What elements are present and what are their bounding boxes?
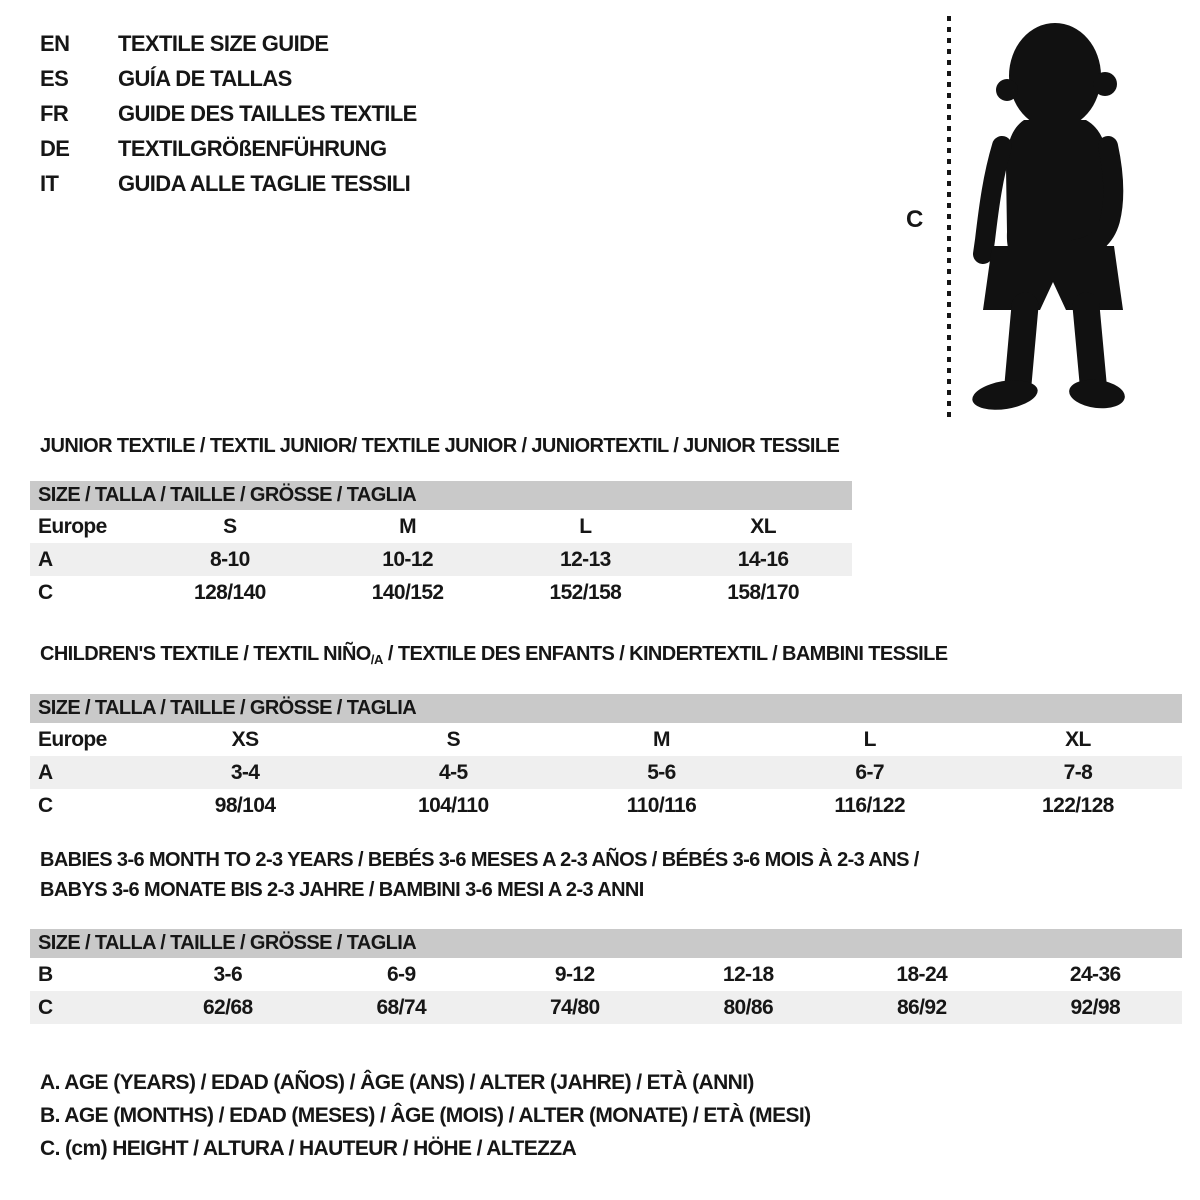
lang-row-it: IT GUIDA ALLE TAGLIE TESSILI	[40, 166, 417, 201]
size-cell: 104/110	[418, 793, 489, 817]
size-header-bar: SIZE / TALLA / TAILLE / GRÖSSE / TAGLIA	[30, 929, 1182, 958]
babies-size-table: SIZE / TALLA / TAILLE / GRÖSSE / TAGLIA …	[30, 929, 1182, 1024]
size-cell: 98/104	[214, 793, 276, 817]
size-cell: 68/74	[376, 995, 427, 1019]
lang-title: GUIDA ALLE TAGLIE TESSILI	[118, 170, 411, 196]
height-measure-dashed-line	[947, 16, 951, 418]
measurement-legend: A. AGE (YEARS) / EDAD (AÑOS) / ÂGE (ANS)…	[40, 1066, 811, 1165]
lang-code: ES	[40, 65, 69, 91]
lang-code: DE	[40, 135, 70, 161]
junior-size-table: SIZE / TALLA / TAILLE / GRÖSSE / TAGLIA …	[30, 481, 852, 609]
size-cell: 86/92	[896, 995, 947, 1019]
size-header-bar: SIZE / TALLA / TAILLE / GRÖSSE / TAGLIA	[30, 481, 852, 510]
size-cell: 80/86	[723, 995, 774, 1019]
legend-line-c: C. (cm) HEIGHT / ALTURA / HAUTEUR / HÖHE…	[40, 1137, 577, 1160]
size-cell: 12-13	[560, 547, 611, 571]
size-cell: 62/68	[202, 995, 253, 1019]
size-cell: L	[579, 514, 592, 538]
lang-title: GUÍA DE TALLAS	[118, 65, 292, 91]
table-row: C 128/140 140/152 152/158 158/170	[30, 576, 852, 609]
table-row: Europe XS S M L XL	[30, 723, 1182, 756]
size-cell: 10-12	[382, 547, 433, 571]
size-cell: XS	[231, 727, 259, 751]
size-cell: 4-5	[439, 760, 468, 784]
size-cell: 9-12	[554, 962, 595, 986]
row-label: Europe	[38, 727, 107, 751]
size-cell: 3-6	[213, 962, 243, 986]
row-label: C	[38, 995, 53, 1019]
size-cell: S	[223, 514, 237, 538]
size-cell: 92/98	[1070, 995, 1121, 1019]
toddler-silhouette-icon	[972, 23, 1125, 410]
lang-code: EN	[40, 30, 70, 56]
size-cell: XL	[1065, 727, 1091, 751]
table-row: C 62/68 68/74 74/80 80/86 86/92 92/98	[30, 991, 1182, 1024]
size-cell: 7-8	[1063, 760, 1093, 784]
size-cell: 14-16	[737, 547, 789, 571]
lang-code: FR	[40, 100, 69, 126]
nino-a-subscript: /A	[370, 652, 384, 667]
size-cell: 18-24	[896, 962, 948, 986]
size-cell: 140/152	[371, 580, 444, 604]
lang-code: IT	[40, 170, 59, 196]
legend-line-a: A. AGE (YEARS) / EDAD (AÑOS) / ÂGE (ANS)…	[40, 1071, 754, 1094]
children-section-heading: CHILDREN'S TEXTILE / TEXTIL NIÑO/A / TEX…	[40, 643, 948, 667]
size-cell: 6-9	[386, 962, 416, 986]
table-row: A 3-4 4-5 5-6 6-7 7-8	[30, 756, 1182, 789]
row-label: Europe	[38, 514, 107, 538]
size-cell: M	[653, 727, 671, 751]
lang-title: TEXTILGRÖßENFÜHRUNG	[118, 135, 387, 161]
row-label: A	[38, 547, 53, 571]
height-measure-label: C	[906, 206, 923, 233]
lang-row-fr: FR GUIDE DES TAILLES TEXTILE	[40, 96, 417, 131]
size-cell: 158/170	[727, 580, 799, 604]
size-cell: M	[399, 514, 417, 538]
size-cell: 122/128	[1042, 793, 1114, 817]
size-cell: 152/158	[549, 580, 622, 604]
language-title-list: EN TEXTILE SIZE GUIDE ES GUÍA DE TALLAS …	[40, 26, 417, 201]
size-cell: 8-10	[210, 547, 250, 571]
legend-line-b: B. AGE (MONTHS) / EDAD (MESES) / ÂGE (MO…	[40, 1104, 811, 1127]
lang-title: GUIDE DES TAILLES TEXTILE	[118, 100, 417, 126]
table-row: A 8-10 10-12 12-13 14-16	[30, 543, 852, 576]
size-cell: 128/140	[194, 580, 266, 604]
row-label: C	[38, 580, 53, 604]
table-row: C 98/104 104/110 110/116 116/122 122/128	[30, 789, 1182, 822]
size-cell: 74/80	[549, 995, 600, 1019]
size-cell: 5-6	[647, 760, 676, 784]
size-cell: 24-36	[1069, 962, 1121, 986]
table-row: B 3-6 6-9 9-12 12-18 18-24 24-36	[30, 958, 1182, 991]
children-size-table: SIZE / TALLA / TAILLE / GRÖSSE / TAGLIA …	[30, 694, 1182, 822]
row-label: A	[38, 760, 53, 784]
babies-section-heading: BABIES 3-6 MONTH TO 2-3 YEARS / BEBÉS 3-…	[40, 849, 919, 901]
row-label: B	[38, 962, 53, 986]
size-cell: 3-4	[230, 760, 260, 784]
lang-row-es: ES GUÍA DE TALLAS	[40, 61, 417, 96]
lang-row-en: EN TEXTILE SIZE GUIDE	[40, 26, 417, 61]
size-cell: L	[863, 727, 877, 751]
size-cell: S	[446, 727, 461, 751]
lang-title: TEXTILE SIZE GUIDE	[118, 30, 329, 56]
lang-row-de: DE TEXTILGRÖßENFÜHRUNG	[40, 131, 417, 166]
size-header-bar: SIZE / TALLA / TAILLE / GRÖSSE / TAGLIA	[30, 694, 1182, 723]
size-cell: 12-18	[722, 962, 774, 986]
size-cell: XL	[750, 514, 776, 538]
size-cell: 110/116	[626, 793, 697, 817]
row-label: C	[38, 793, 53, 817]
size-cell: 116/122	[834, 793, 905, 817]
junior-section-heading: JUNIOR TEXTILE / TEXTIL JUNIOR/ TEXTILE …	[40, 435, 840, 457]
table-row: Europe S M L XL	[30, 510, 852, 543]
size-cell: 6-7	[855, 760, 884, 784]
